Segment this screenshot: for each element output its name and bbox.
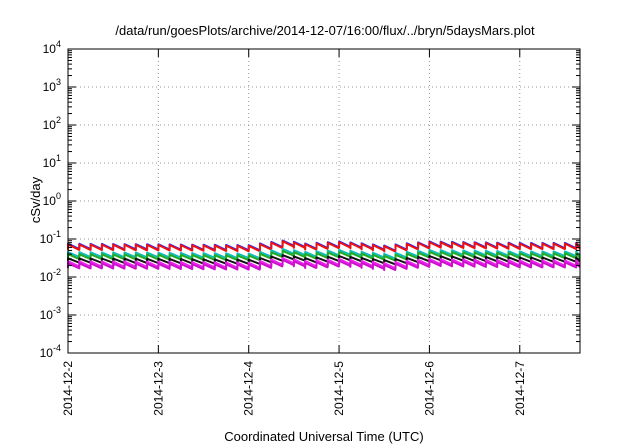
x-tick-label: 2014-12-4 bbox=[242, 361, 256, 416]
x-tick-label: 2014-12-7 bbox=[513, 361, 527, 416]
y-axis-label: cSv/day bbox=[28, 176, 43, 223]
x-axis-label: Coordinated Universal Time (UTC) bbox=[224, 429, 423, 444]
y-tick-label: 102 bbox=[43, 115, 61, 132]
y-tick-label: 10-4 bbox=[40, 343, 61, 360]
series-group bbox=[67, 239, 581, 271]
y-tick-label: 10-2 bbox=[40, 267, 61, 284]
y-tick-labels: 10-4 10-3 10-2 10-1 100 101 102 103 104 bbox=[40, 39, 61, 360]
y-tick-label: 101 bbox=[43, 153, 61, 170]
series-line bbox=[67, 240, 581, 253]
x-tick-label: 2014-12-3 bbox=[151, 361, 165, 416]
x-tick-label: 2014-12-2 bbox=[61, 361, 75, 416]
x-tick-label: 2014-12-6 bbox=[422, 361, 436, 416]
y-tick-label: 10-1 bbox=[40, 229, 61, 246]
series-line bbox=[67, 259, 581, 271]
y-tick-label: 104 bbox=[43, 39, 61, 56]
grid bbox=[68, 49, 580, 353]
y-tick-label: 100 bbox=[43, 191, 61, 208]
ticks bbox=[67, 48, 580, 354]
y-tick-label: 10-3 bbox=[40, 305, 61, 322]
x-tick-label: 2014-12-5 bbox=[332, 361, 346, 416]
y-tick-label: 103 bbox=[43, 77, 61, 94]
chart-title: /data/run/goesPlots/archive/2014-12-07/1… bbox=[115, 23, 535, 38]
x-tick-labels: 2014-12-2 2014-12-3 2014-12-4 2014-12-5 2014… bbox=[61, 361, 527, 416]
